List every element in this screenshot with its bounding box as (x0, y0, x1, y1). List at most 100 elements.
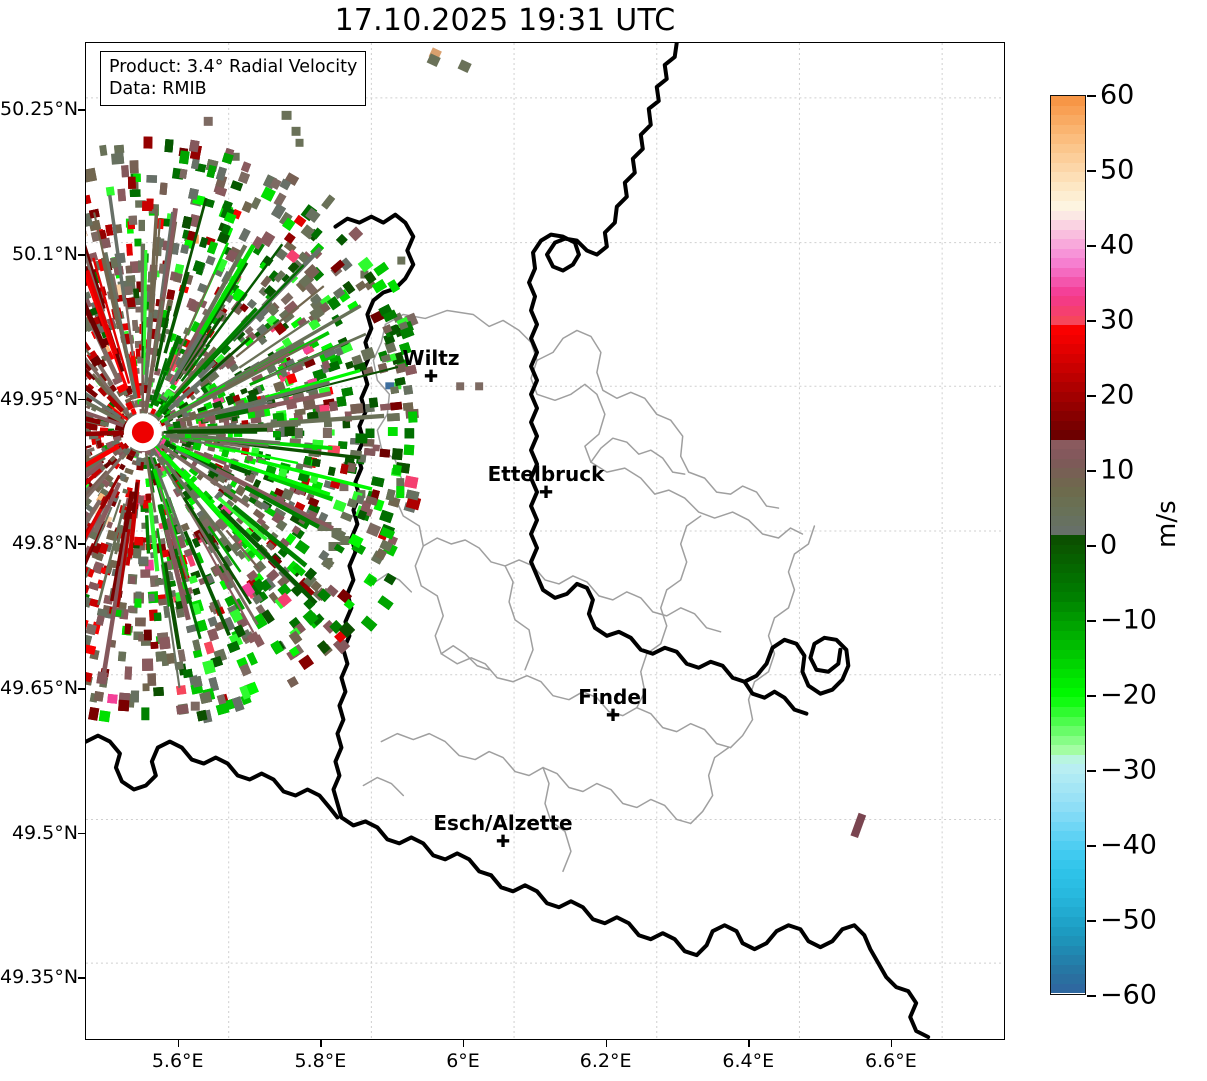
city-marker-icon: ✚ (495, 832, 511, 852)
y-tick-mark-2 (78, 398, 85, 401)
x-tick-label-2: 6°E (446, 1050, 480, 1072)
colorbar-tick-mark-2 (1087, 245, 1096, 247)
colorbar-band-70 (1051, 764, 1085, 774)
colorbar-tick-label-6: 0 (1100, 529, 1118, 561)
colorbar-band-64 (1051, 707, 1085, 717)
colorbar-band-26 (1051, 344, 1085, 354)
y-tick-mark-6 (78, 977, 85, 979)
colorbar-band-51 (1051, 582, 1085, 593)
colorbar-band-12 (1051, 210, 1085, 221)
colorbar-tick-label-9: −30 (1100, 754, 1157, 786)
colorbar-tick-label-2: 40 (1100, 229, 1135, 261)
x-tick-label-3: 6.2°E (579, 1050, 632, 1072)
colorbar-band-63 (1051, 697, 1085, 707)
colorbar-band-6 (1051, 153, 1085, 163)
colorbar-band-9 (1051, 181, 1085, 192)
colorbar-band-86 (1051, 917, 1085, 927)
colorbar-band-3 (1051, 124, 1085, 135)
colorbar-band-71 (1051, 773, 1085, 784)
colorbar-band-65 (1051, 716, 1085, 727)
colorbar-band-42 (1051, 496, 1085, 507)
y-tick-label-2: 49.95°N (0, 387, 79, 410)
colorbar-band-22 (1051, 306, 1085, 316)
colorbar-band-60 (1051, 668, 1085, 679)
colorbar-tick-label-5: 10 (1100, 454, 1135, 486)
colorbar-band-2 (1051, 115, 1085, 125)
map-canvas (86, 43, 1004, 1039)
colorbar-tick-label-12: −60 (1100, 979, 1157, 1011)
colorbar-band-21 (1051, 296, 1085, 307)
y-tick-label-5: 49.5°N (11, 821, 78, 844)
colorbar-band-5 (1051, 143, 1085, 154)
x-tick-mark-2 (462, 1040, 465, 1047)
colorbar-band-1 (1051, 105, 1085, 116)
colorbar-band-29 (1051, 372, 1085, 383)
colorbar-band-10 (1051, 191, 1085, 202)
colorbar-band-11 (1051, 201, 1085, 211)
colorbar-tick-label-3: 30 (1100, 304, 1135, 336)
x-tick-mark-1 (320, 1040, 322, 1047)
colorbar-band-45 (1051, 525, 1085, 536)
y-tick-mark-5 (78, 832, 85, 835)
colorbar-tick-label-8: −20 (1100, 679, 1157, 711)
radar-map-plot[interactable]: Product: 3.4° Radial Velocity Data: RMIB… (85, 42, 1005, 1040)
colorbar-tick-mark-7 (1087, 620, 1096, 622)
colorbar-band-54 (1051, 611, 1085, 622)
colorbar-band-37 (1051, 449, 1085, 459)
x-tick-label-5: 6.6°E (865, 1050, 917, 1072)
colorbar-band-34 (1051, 420, 1085, 431)
data-source-line: Data: RMIB (109, 79, 207, 99)
colorbar-band-48 (1051, 554, 1085, 564)
colorbar-band-15 (1051, 239, 1085, 249)
colorbar-band-46 (1051, 535, 1085, 545)
y-tick-mark-4 (78, 688, 85, 690)
colorbar-band-90 (1051, 955, 1085, 965)
colorbar-tick-mark-10 (1087, 845, 1096, 847)
country-borders (86, 43, 931, 1039)
map-gridlines (86, 43, 1004, 1039)
colorbar-band-67 (1051, 735, 1085, 746)
colorbar-band-7 (1051, 162, 1085, 173)
colorbar-band-24 (1051, 325, 1085, 335)
x-tick-mark-4 (748, 1040, 750, 1047)
colorbar-band-47 (1051, 544, 1085, 555)
colorbar-band-20 (1051, 286, 1085, 297)
city-marker-icon: ✚ (538, 483, 554, 503)
colorbar-band-59 (1051, 659, 1085, 669)
colorbar-band-84 (1051, 897, 1085, 908)
colorbar-band-18 (1051, 267, 1085, 278)
y-tick-label-4: 49.65°N (0, 677, 79, 700)
colorbar-band-25 (1051, 334, 1085, 345)
colorbar-band-35 (1051, 430, 1085, 440)
x-tick-label-4: 6.4°E (722, 1050, 775, 1072)
colorbar-band-74 (1051, 802, 1085, 813)
y-tick-mark-0 (78, 109, 85, 111)
city-name: Findel (578, 685, 648, 709)
colorbar-tick-mark-6 (1087, 545, 1096, 547)
colorbar-band-27 (1051, 353, 1085, 364)
colorbar-band-36 (1051, 439, 1085, 450)
colorbar-tick-mark-8 (1087, 695, 1096, 697)
colorbar-band-76 (1051, 821, 1085, 832)
colorbar-band-39 (1051, 468, 1085, 478)
colorbar-band-50 (1051, 573, 1085, 583)
colorbar-band-33 (1051, 411, 1085, 421)
colorbar-band-92 (1051, 974, 1085, 984)
colorbar-band-66 (1051, 726, 1085, 736)
colorbar-band-30 (1051, 382, 1085, 392)
colorbar-tick-mark-9 (1087, 770, 1096, 772)
colorbar-band-78 (1051, 840, 1085, 851)
colorbar-band-72 (1051, 783, 1085, 793)
colorbar-band-61 (1051, 678, 1085, 688)
colorbar-tick-mark-11 (1087, 920, 1096, 922)
colorbar-band-17 (1051, 258, 1085, 268)
colorbar-band-85 (1051, 907, 1085, 918)
colorbar-band-52 (1051, 592, 1085, 602)
y-tick-label-6: 49.35°N (0, 966, 79, 989)
x-tick-label-1: 5.8°E (294, 1050, 347, 1072)
colorbar-band-31 (1051, 391, 1085, 402)
colorbar[interactable] (1050, 95, 1086, 995)
colorbar-band-8 (1051, 172, 1085, 182)
city-marker-icon: ✚ (423, 367, 439, 387)
colorbar-band-16 (1051, 248, 1085, 259)
